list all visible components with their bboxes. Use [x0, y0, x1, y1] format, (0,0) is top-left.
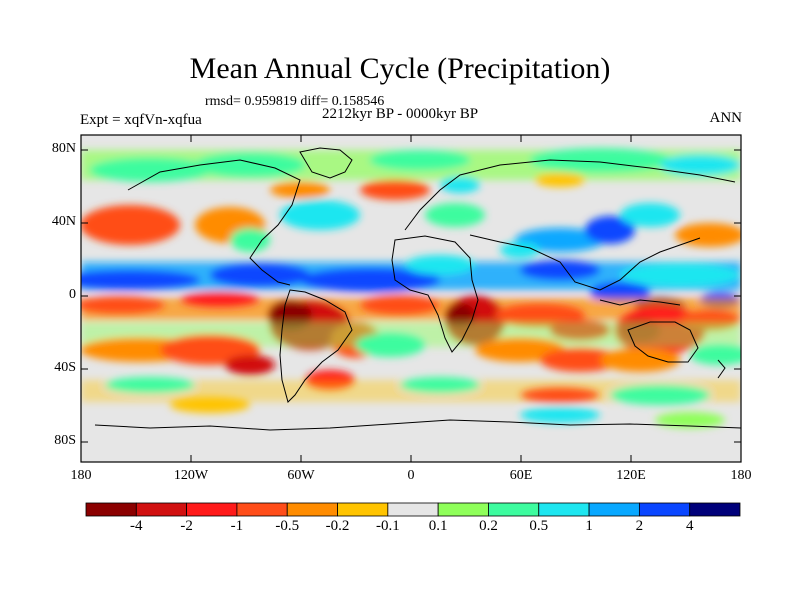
colorbar-swatch	[689, 502, 741, 517]
colorbar-swatch	[186, 502, 238, 517]
colorbar-label: 0.5	[529, 518, 549, 534]
colorbar-label: 0.1	[428, 518, 448, 534]
colorbar-swatch	[135, 502, 188, 517]
subtitle: 2212kyr BP - 0000kyr BP	[322, 106, 479, 122]
lon-tick: 120W	[173, 468, 209, 483]
colorbar-swatch	[286, 502, 338, 517]
lat-tick: 0	[69, 287, 76, 302]
colorbar-label: 0.2	[479, 518, 498, 534]
axis-ticks	[81, 135, 741, 462]
colorbar-swatch	[437, 502, 489, 517]
lon-tick: 0	[407, 468, 415, 483]
plot-title: Mean Annual Cycle (Precipitation)	[189, 52, 611, 85]
colorbar-label: -0.1	[375, 518, 400, 534]
colorbar-swatch	[488, 502, 540, 517]
lat-tick: 40S	[54, 360, 76, 375]
colorbar-label: 4	[685, 518, 694, 534]
colorbar-label: -4	[130, 518, 143, 534]
colorbar-label: 2	[635, 518, 644, 534]
colorbar-swatch	[85, 502, 137, 517]
colorbar-label: -0.2	[325, 518, 350, 534]
colorbar-label: -0.5	[275, 518, 300, 534]
lon-tick: 60E	[509, 468, 533, 483]
colorbar-swatch	[337, 502, 389, 517]
lat-tick: 40N	[51, 214, 76, 229]
lon-tick: 180	[730, 468, 752, 483]
lon-tick: 60W	[287, 468, 315, 483]
colorbar-label: 1	[585, 518, 593, 534]
colorbar	[85, 502, 741, 517]
lon-tick: 180	[70, 468, 92, 483]
lat-tick: 80N	[51, 141, 76, 156]
coastlines	[94, 147, 741, 431]
colorbar-swatch	[588, 502, 640, 517]
experiment-label: Expt = xqfVn-xqfua	[80, 112, 202, 128]
colorbar-swatch	[236, 502, 288, 517]
colorbar-swatch	[387, 502, 439, 517]
lat-tick: 80S	[54, 433, 76, 448]
colorbar-label: -2	[180, 518, 193, 534]
colorbar-swatch	[638, 502, 691, 517]
colorbar-label: -1	[230, 518, 244, 534]
stats-text: rmsd= 0.959819 diff= 0.158546	[205, 94, 385, 109]
season-label: ANN	[709, 110, 743, 126]
colorbar-swatch	[538, 502, 590, 517]
precip-field	[81, 135, 741, 462]
lon-tick: 120E	[616, 468, 646, 483]
